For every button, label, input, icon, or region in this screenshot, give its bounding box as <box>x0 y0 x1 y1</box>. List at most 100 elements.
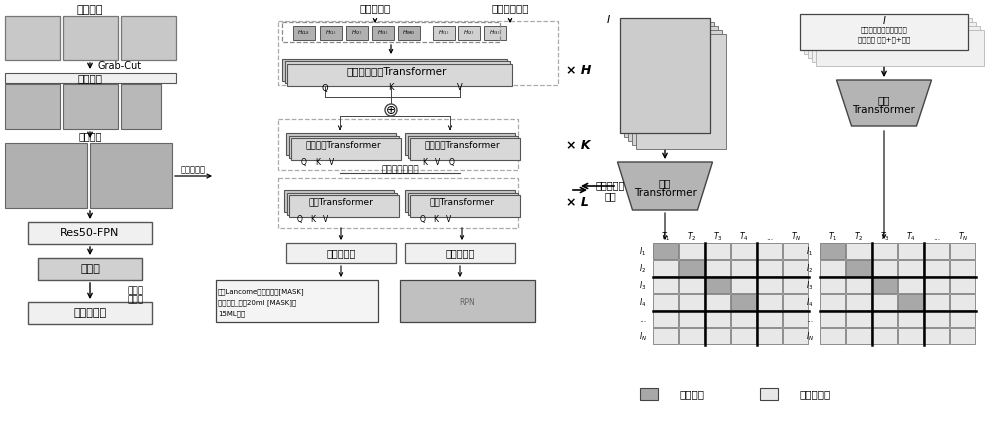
Bar <box>405 133 515 155</box>
Bar <box>820 277 845 293</box>
Bar <box>653 311 678 327</box>
Text: 视觉Transformer: 视觉Transformer <box>430 198 494 206</box>
Bar <box>632 30 722 145</box>
Bar <box>628 26 718 141</box>
Bar <box>898 311 923 327</box>
Text: $T_2$: $T_2$ <box>854 231 864 243</box>
Text: $T_1$: $T_1$ <box>661 231 671 243</box>
Bar <box>872 277 897 293</box>
Bar <box>731 311 756 327</box>
Text: ...: ... <box>766 233 774 242</box>
Text: $I_N$: $I_N$ <box>639 330 647 343</box>
Text: Q: Q <box>297 214 303 223</box>
Bar <box>636 34 726 149</box>
Text: I: I <box>883 16 885 26</box>
Bar <box>731 260 756 276</box>
Bar <box>898 328 923 344</box>
Bar <box>653 294 678 310</box>
Bar <box>783 260 808 276</box>
Text: $I_1$: $I_1$ <box>639 245 647 258</box>
Text: Q: Q <box>449 158 455 166</box>
Bar <box>924 294 949 310</box>
Bar <box>924 277 949 293</box>
Text: $T_3$: $T_3$ <box>880 231 890 243</box>
Bar <box>924 328 949 344</box>
Text: × H: × H <box>566 64 591 78</box>
Text: $I_3$: $I_3$ <box>806 279 814 292</box>
Bar <box>287 193 396 214</box>
Bar <box>372 26 394 40</box>
Bar <box>757 277 782 293</box>
Bar <box>760 388 778 400</box>
Bar <box>820 260 845 276</box>
Text: V: V <box>457 83 463 92</box>
Text: V: V <box>329 158 335 166</box>
Bar <box>846 328 871 344</box>
Bar <box>410 195 520 217</box>
Text: ...: ... <box>639 315 647 324</box>
Text: 文本交叉Transformer: 文本交叉Transformer <box>305 140 381 150</box>
Bar <box>800 14 968 50</box>
Text: $T_4$: $T_4$ <box>739 231 749 243</box>
Bar <box>410 138 520 160</box>
Bar <box>679 328 704 344</box>
Bar <box>950 243 975 259</box>
Bar <box>90 143 172 208</box>
Text: V: V <box>446 214 452 223</box>
Text: $H_{(3)}$: $H_{(3)}$ <box>489 29 501 37</box>
Text: K: K <box>388 83 394 92</box>
Bar <box>872 260 897 276</box>
Bar <box>898 294 923 310</box>
Bar <box>731 328 756 344</box>
Bar <box>705 294 730 310</box>
Text: K: K <box>316 158 320 166</box>
Text: Grab-Cut: Grab-Cut <box>98 61 142 71</box>
Bar <box>284 190 394 212</box>
Text: 单品图片: 单品图片 <box>77 5 103 15</box>
Bar <box>653 328 678 344</box>
Bar <box>872 328 897 344</box>
Bar <box>924 311 949 327</box>
Bar <box>679 243 704 259</box>
Bar <box>679 294 704 310</box>
Bar <box>346 26 368 40</box>
Bar <box>287 64 512 86</box>
Bar <box>278 21 558 85</box>
Bar <box>640 388 658 400</box>
Text: 商品检测器: 商品检测器 <box>180 166 206 174</box>
Bar <box>293 26 315 40</box>
Bar <box>405 243 515 263</box>
Bar <box>731 277 756 293</box>
Bar <box>5 143 87 208</box>
Bar <box>950 294 975 310</box>
Text: $I_2$: $I_2$ <box>806 262 814 275</box>
Bar <box>679 277 704 293</box>
Bar <box>898 277 923 293</box>
Bar <box>872 243 897 259</box>
Bar <box>820 243 845 259</box>
Text: 文本视觉公共Transformer: 文本视觉公共Transformer <box>347 66 447 76</box>
Bar <box>950 311 975 327</box>
Text: 仿标签: 仿标签 <box>127 296 143 305</box>
Text: $T_N$: $T_N$ <box>958 231 968 243</box>
Bar <box>846 243 871 259</box>
Bar <box>216 280 378 322</box>
Bar <box>804 18 972 54</box>
Text: ...: ... <box>806 315 814 324</box>
Bar <box>408 135 518 158</box>
Text: × K: × K <box>566 139 590 151</box>
Bar <box>458 26 480 40</box>
Text: 检测器损失: 检测器损失 <box>73 308 107 318</box>
Bar <box>620 18 710 133</box>
Bar <box>5 73 176 83</box>
Bar <box>121 16 176 60</box>
Bar <box>624 22 714 137</box>
Text: $T_1$: $T_1$ <box>828 231 838 243</box>
Bar <box>898 243 923 259</box>
Text: 预测滤拣词: 预测滤拣词 <box>359 3 391 13</box>
Text: 15ML套盒: 15ML套盒 <box>218 311 245 317</box>
Bar <box>846 260 871 276</box>
Bar <box>121 84 161 129</box>
Bar <box>28 222 152 244</box>
Text: 前景目标: 前景目标 <box>78 73 103 83</box>
